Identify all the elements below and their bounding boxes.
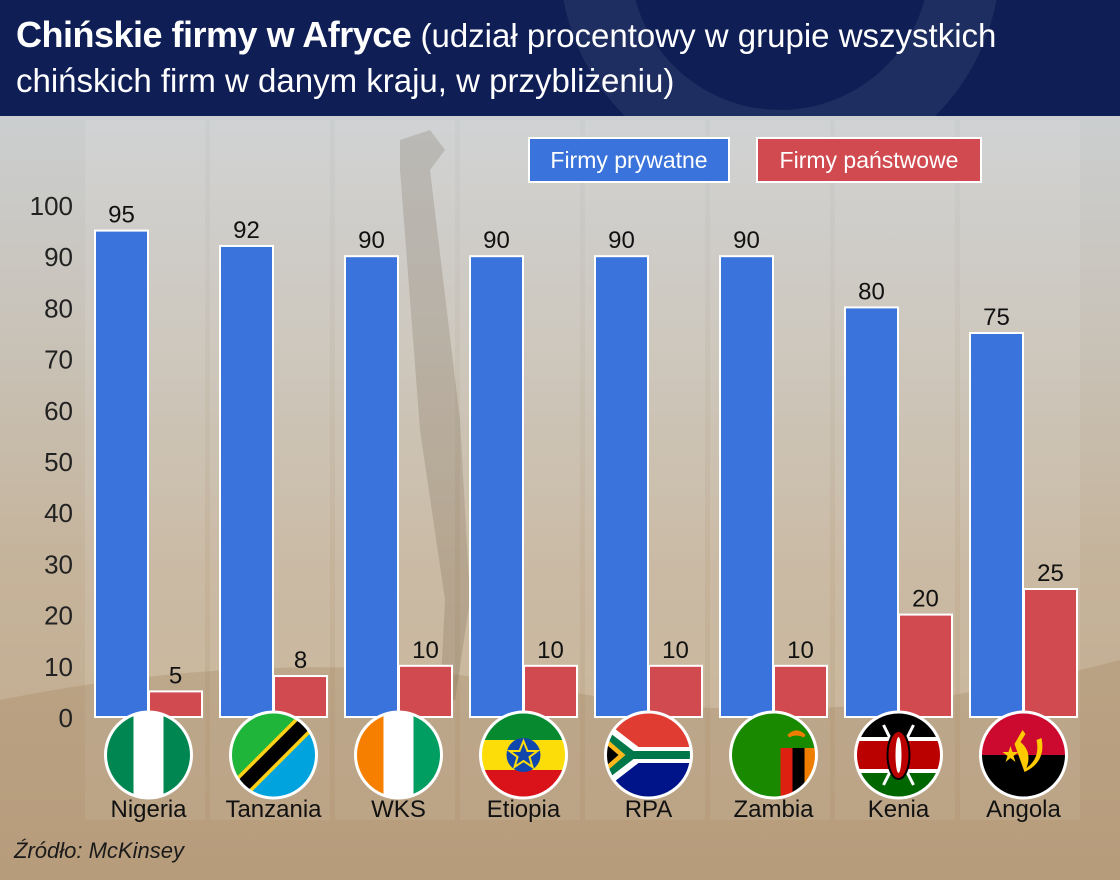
chart-title-main: Chińskie firmy w Afryce: [16, 14, 412, 55]
data-label: 90: [483, 227, 510, 254]
y-tick-label: 30: [44, 549, 73, 579]
data-label: 92: [233, 217, 260, 244]
y-tick-label: 40: [44, 498, 73, 528]
category-label: Tanzania: [225, 796, 322, 823]
chart-title: Chińskie firmy w Afryce (udział procento…: [16, 12, 1106, 103]
y-tick-label: 100: [30, 191, 73, 221]
source-note: Źródło: McKinsey: [14, 838, 184, 863]
legend-swatch-private: [528, 137, 730, 183]
zambia-flag-icon: [729, 710, 818, 800]
data-label: 95: [108, 202, 135, 229]
category-label: Kenia: [868, 796, 930, 823]
chart-title-rest: (udział procentowy w grupie wszystkich c…: [16, 17, 997, 99]
bar-private: [344, 255, 399, 718]
bar-private: [719, 255, 774, 718]
category-label: Zambia: [733, 796, 814, 823]
data-label: 25: [1037, 560, 1064, 587]
y-tick-label: 50: [44, 447, 73, 477]
data-label: 10: [412, 637, 439, 664]
y-tick-label: 60: [44, 396, 73, 426]
bar-state: [648, 664, 703, 718]
y-tick-label: 80: [44, 293, 73, 323]
y-tick-label: 0: [59, 703, 73, 733]
bar-private: [594, 255, 649, 718]
tanzania-flag-icon: [229, 710, 318, 800]
bar-state: [398, 664, 453, 718]
bar-state: [773, 664, 828, 718]
data-label: 80: [858, 278, 885, 305]
category-label: Angola: [986, 796, 1061, 823]
bar-private: [969, 332, 1024, 718]
data-label: 10: [662, 637, 689, 664]
legend-swatch-state: [756, 137, 982, 183]
ivory-coast-flag-icon: [354, 710, 443, 800]
category-label: Etiopia: [487, 796, 561, 823]
bar-private: [219, 244, 274, 719]
data-label: 20: [912, 586, 939, 613]
giraffe-silhouette: [400, 130, 470, 700]
y-tick-label: 10: [44, 652, 73, 682]
data-label: 90: [608, 227, 635, 254]
legend-label-private: Firmy prywatne: [550, 147, 707, 173]
bar-state: [898, 613, 953, 718]
category-label: Nigeria: [110, 796, 187, 823]
bar-private: [844, 306, 899, 718]
y-tick-label: 70: [44, 345, 73, 375]
bar-private: [94, 229, 149, 718]
data-label: 10: [537, 637, 564, 664]
data-label: 8: [294, 647, 307, 674]
data-label: 75: [983, 304, 1010, 331]
legend: Firmy prywatne Firmy państwowe: [528, 137, 982, 183]
bar-state: [273, 675, 328, 718]
data-label: 5: [169, 662, 182, 689]
bar-state: [523, 664, 578, 718]
bar-state: [1023, 588, 1078, 718]
data-label: 90: [358, 227, 385, 254]
data-label: 90: [733, 227, 760, 254]
y-tick-label: 90: [44, 242, 73, 272]
category-label: RPA: [625, 796, 673, 823]
y-tick-label: 20: [44, 601, 73, 631]
category-label: WKS: [371, 796, 426, 823]
data-label: 10: [787, 637, 814, 664]
bar-private: [469, 255, 524, 718]
legend-label-state: Firmy państwowe: [780, 147, 959, 173]
header-bar: Chińskie firmy w Afryce (udział procento…: [0, 0, 1120, 116]
